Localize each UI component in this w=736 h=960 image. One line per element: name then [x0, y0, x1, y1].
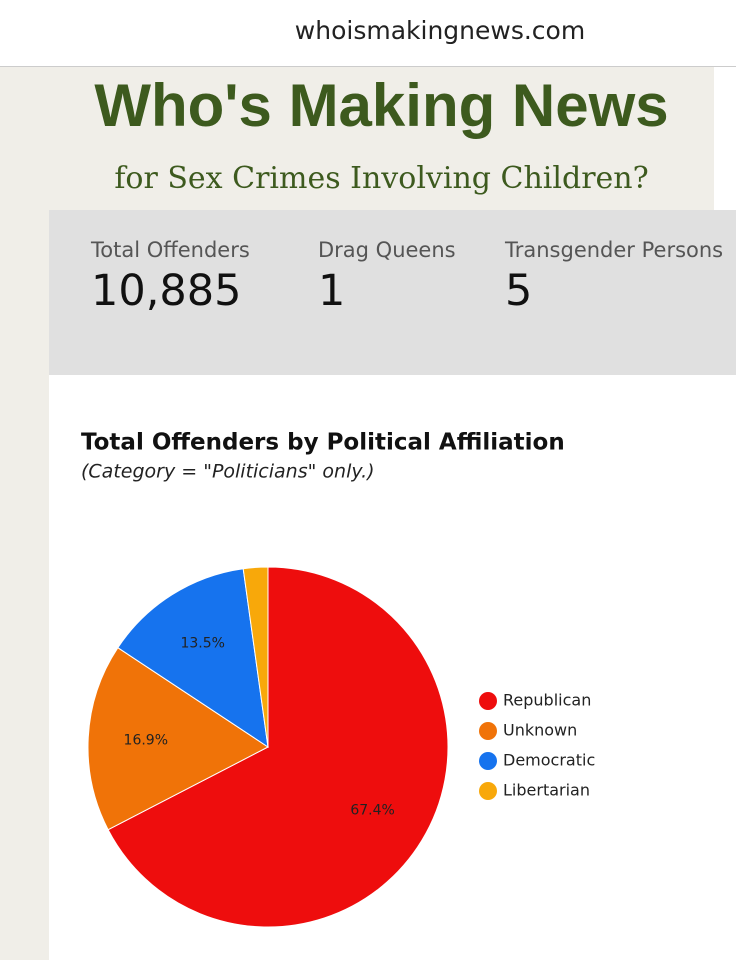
legend-swatch [479, 692, 497, 710]
stat-value: 10,885 [91, 266, 242, 316]
data-label: 67.4% [350, 803, 394, 819]
stat-value: 1 [318, 266, 346, 316]
legend-label: Republican [503, 691, 591, 710]
data-label: 13.5% [180, 635, 224, 651]
data-label: 16.9% [124, 732, 168, 748]
stats-box: Total Offenders 10,885 Drag Queens 1 Tra… [49, 210, 736, 375]
pie-slice [107, 566, 449, 928]
url[interactable]: whoismakingnews.com [294, 16, 586, 45]
legend-label: Democratic [503, 751, 595, 770]
legend-swatch [479, 752, 497, 770]
pie-slice [117, 568, 269, 749]
stat-label: Total Offenders [91, 238, 250, 262]
side-background [0, 67, 49, 960]
pie-slice [87, 647, 269, 831]
stat: Transgender Persons 5 [505, 238, 723, 316]
pie-slice [242, 566, 269, 748]
site-subtitle: for Sex Crimes Involving Children? [114, 161, 649, 196]
legend-label: Libertarian [503, 781, 590, 800]
stat: Drag Queens 1 [318, 238, 456, 316]
chart-title: Total Offenders by Political Affiliation [81, 430, 565, 456]
legend-label: Unknown [503, 721, 577, 740]
stat: Total Offenders 10,885 [91, 238, 250, 316]
stat-value: 5 [505, 266, 533, 316]
chart: Total Offenders by Political Affiliation… [81, 430, 595, 928]
site-header: Who's Making News for Sex Crimes Involvi… [49, 67, 714, 210]
address-bar: whoismakingnews.com [0, 0, 736, 67]
stat-label: Transgender Persons [505, 238, 724, 262]
chart-subtitle: (Category = "Politicians" only.) [81, 461, 375, 483]
legend-swatch [479, 782, 497, 800]
site-title: Who's Making News [94, 72, 669, 139]
legend-swatch [479, 722, 497, 740]
stat-label: Drag Queens [318, 238, 456, 262]
chart-panel: Total Offenders by Political Affiliation… [49, 375, 736, 960]
